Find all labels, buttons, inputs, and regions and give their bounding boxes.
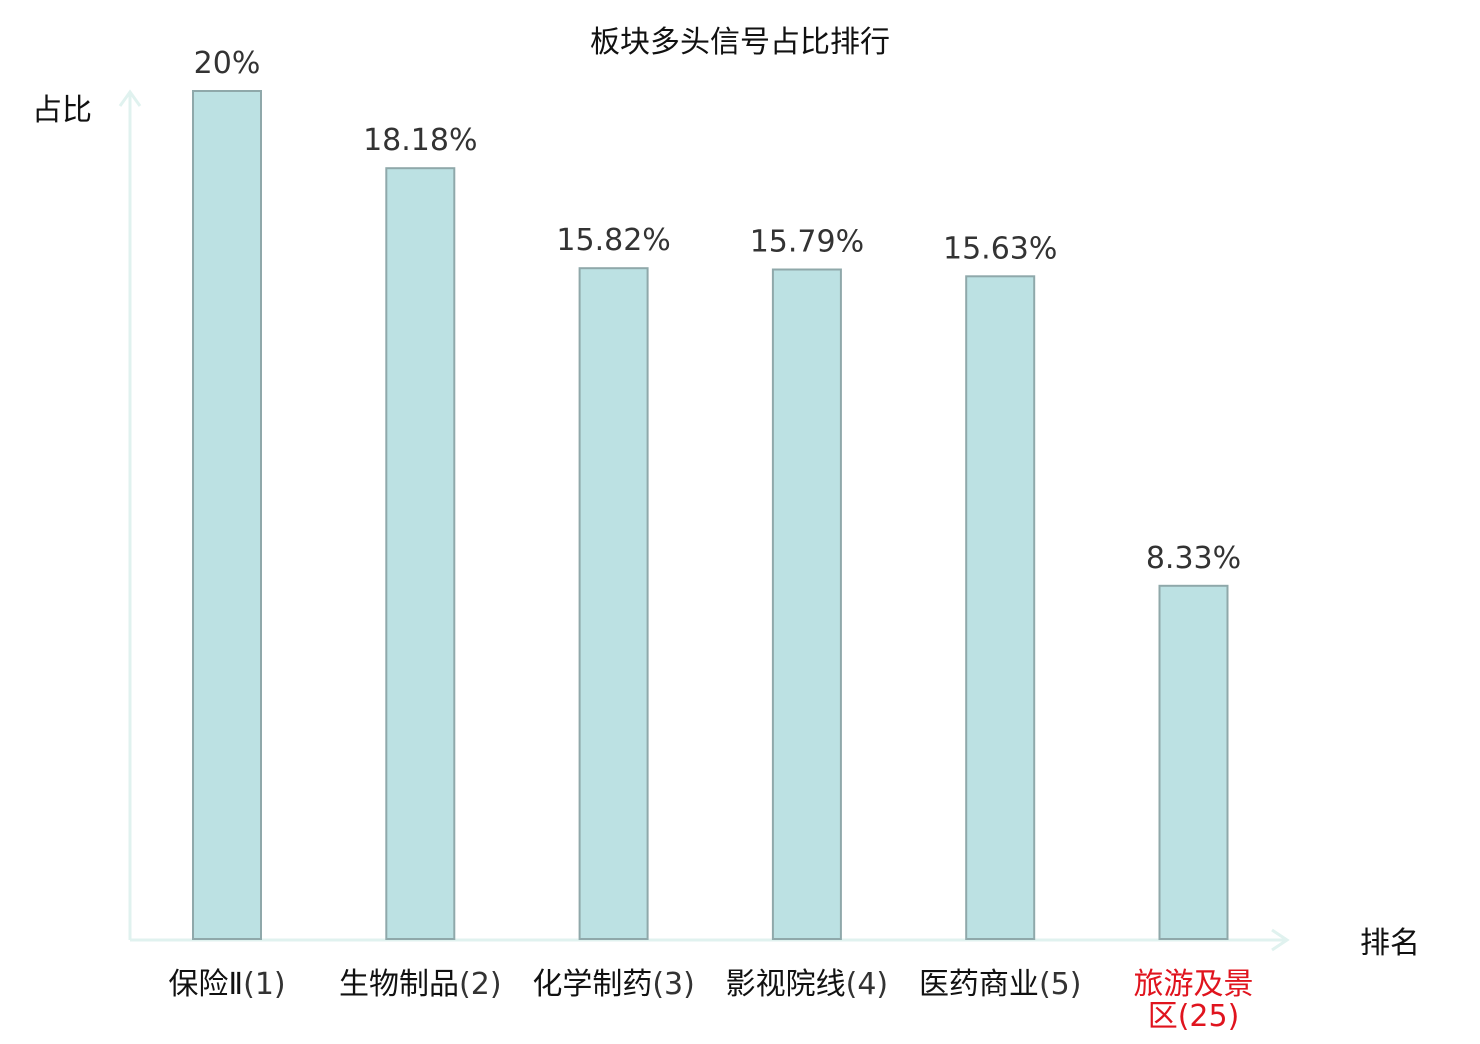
value-label-4: 15.79% bbox=[750, 225, 864, 260]
bar-5 bbox=[965, 275, 1036, 940]
bar-4 bbox=[771, 268, 842, 940]
value-label-1: 20% bbox=[194, 46, 261, 81]
bar-3 bbox=[578, 267, 649, 940]
category-label-4: 影视院线(4) bbox=[726, 967, 889, 1002]
value-label-5: 15.63% bbox=[943, 231, 1057, 266]
category-labels-group: 保险Ⅱ(1) 生物制品(2) 化学制药(3) 影视院线(4) 医药商业(5) 旅游及景区(… bbox=[168, 967, 1253, 1034]
bar-6 bbox=[1158, 584, 1229, 940]
x-axis-label: 排名 bbox=[1360, 926, 1420, 961]
y-axis-arrow bbox=[118, 89, 142, 107]
value-label-2: 18.18% bbox=[363, 123, 477, 158]
category-label-5: 医药商业(5) bbox=[919, 967, 1081, 1002]
bar-2 bbox=[385, 167, 456, 940]
x-axis-arrow bbox=[1271, 928, 1290, 952]
value-labels-group: 20% 18.18% 15.82% 15.79% 15.63% 8.33% bbox=[194, 46, 1242, 576]
value-label-3: 15.82% bbox=[556, 223, 670, 258]
category-label-1: 保险Ⅱ(1) bbox=[168, 967, 285, 1002]
value-label-6: 8.33% bbox=[1146, 541, 1241, 576]
axes bbox=[118, 89, 1290, 952]
category-label-2: 生物制品(2) bbox=[339, 967, 502, 1002]
chart-title: 板块多头信号占比排行 bbox=[590, 25, 890, 60]
bar-1 bbox=[192, 90, 262, 940]
bars-group bbox=[192, 90, 1229, 940]
category-label-6: 旅游及景区(25) bbox=[1134, 967, 1254, 1034]
category-label-3: 化学制药(3) bbox=[532, 967, 695, 1002]
y-axis-label: 占比 bbox=[32, 93, 92, 128]
